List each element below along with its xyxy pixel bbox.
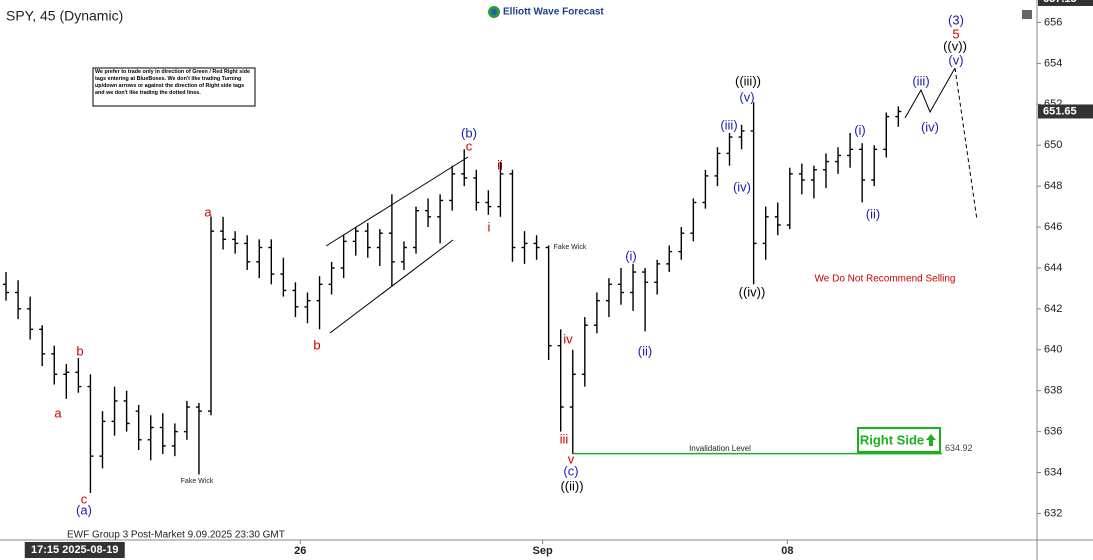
- wave-label: i: [488, 219, 491, 234]
- y-tick-label: 632: [1044, 507, 1062, 519]
- wave-label: (iii): [912, 73, 929, 88]
- y-tick-label: 634: [1044, 466, 1062, 478]
- wave-label: c: [466, 138, 473, 153]
- x-tick-label: 08: [781, 545, 793, 557]
- note-box: [92, 67, 256, 107]
- wave-label: b: [76, 343, 83, 358]
- wave-label: c: [81, 491, 88, 506]
- wave-label: (iii): [720, 117, 737, 132]
- fake-wick-label: Fake Wick: [554, 244, 587, 251]
- wave-label: a: [54, 405, 62, 420]
- wave-label: (a): [76, 502, 92, 517]
- wave-label: (ii): [638, 343, 652, 358]
- chart-title: SPY, 45 (Dynamic): [6, 8, 123, 24]
- invalidation-value: 634.92: [945, 443, 973, 453]
- projection-path: [904, 67, 956, 119]
- x-tick-label: 26: [294, 545, 306, 557]
- wave-label: (i): [625, 248, 637, 263]
- wave-label: ((v)): [943, 38, 967, 53]
- channel-upper: [325, 156, 469, 247]
- y-tick-label: 640: [1044, 344, 1062, 356]
- y-tick-label: 638: [1044, 385, 1062, 397]
- x-tick-label: Sep: [533, 545, 553, 557]
- note-container: We prefer to trade only in direction of …: [95, 69, 251, 96]
- fake-wick-label: Fake Wick: [181, 478, 214, 485]
- last-price-label-box: [1038, 104, 1093, 119]
- y-tick-label: 636: [1044, 425, 1062, 437]
- channel-lower: [329, 239, 454, 334]
- wave-label: ((ii)): [560, 478, 583, 493]
- settings-icon: [1022, 10, 1032, 19]
- wave-label: (ii): [866, 206, 880, 221]
- wave-label: iv: [563, 331, 573, 346]
- up-arrow: [926, 434, 936, 446]
- wave-label: iii: [560, 431, 569, 446]
- y-tick-label: 646: [1044, 221, 1062, 233]
- wave-label: (iv): [921, 119, 939, 134]
- wave-label: (i): [854, 122, 866, 137]
- cursor-label-box: [24, 542, 125, 558]
- logo-text: Elliott Wave Forecast: [503, 7, 604, 18]
- wave-label: ((iv)): [739, 284, 766, 299]
- cursor-label: 17:15 2025-08-19: [31, 544, 118, 556]
- logo-icon-inner: [491, 9, 497, 15]
- wave-label: (v): [948, 52, 963, 67]
- warning-text: We Do Not Recommend Selling: [815, 274, 956, 285]
- price-high-label-box: [1038, 0, 1093, 6]
- y-tick-label: 656: [1044, 16, 1062, 28]
- wave-label: 5: [952, 26, 959, 41]
- wave-label: v: [568, 451, 575, 466]
- wave-label: b: [313, 337, 320, 352]
- note-text: We prefer to trade only in direction of …: [95, 69, 251, 96]
- y-tick-label: 654: [1044, 57, 1062, 69]
- wave-label: ((iii)): [735, 73, 761, 88]
- wave-label: (3): [948, 12, 964, 27]
- y-tick-label: 650: [1044, 139, 1062, 151]
- wave-label: (iv): [733, 179, 751, 194]
- projection-dashed: [954, 67, 978, 221]
- y-tick-label: 642: [1044, 303, 1062, 315]
- y-tick-label: 644: [1044, 262, 1062, 274]
- y-tick-label: 648: [1044, 180, 1062, 192]
- wave-labels: abc(a)ab(b)ciiiiviiiv(c)((ii))(i)(ii)((i…: [54, 12, 967, 517]
- footer-text: EWF Group 3 Post-Market 9.09.2025 23:30 …: [67, 530, 285, 541]
- wave-label: a: [204, 204, 212, 219]
- invalidation-label: Invalidation Level: [689, 444, 751, 453]
- last-price-label: 651.65: [1043, 105, 1077, 117]
- wave-label: (b): [461, 125, 477, 140]
- wave-label: (v): [739, 89, 754, 104]
- wave-label: (c): [563, 463, 578, 478]
- price-high-label: 657.15: [1043, 0, 1077, 5]
- right-side-text: Right Side: [860, 432, 924, 447]
